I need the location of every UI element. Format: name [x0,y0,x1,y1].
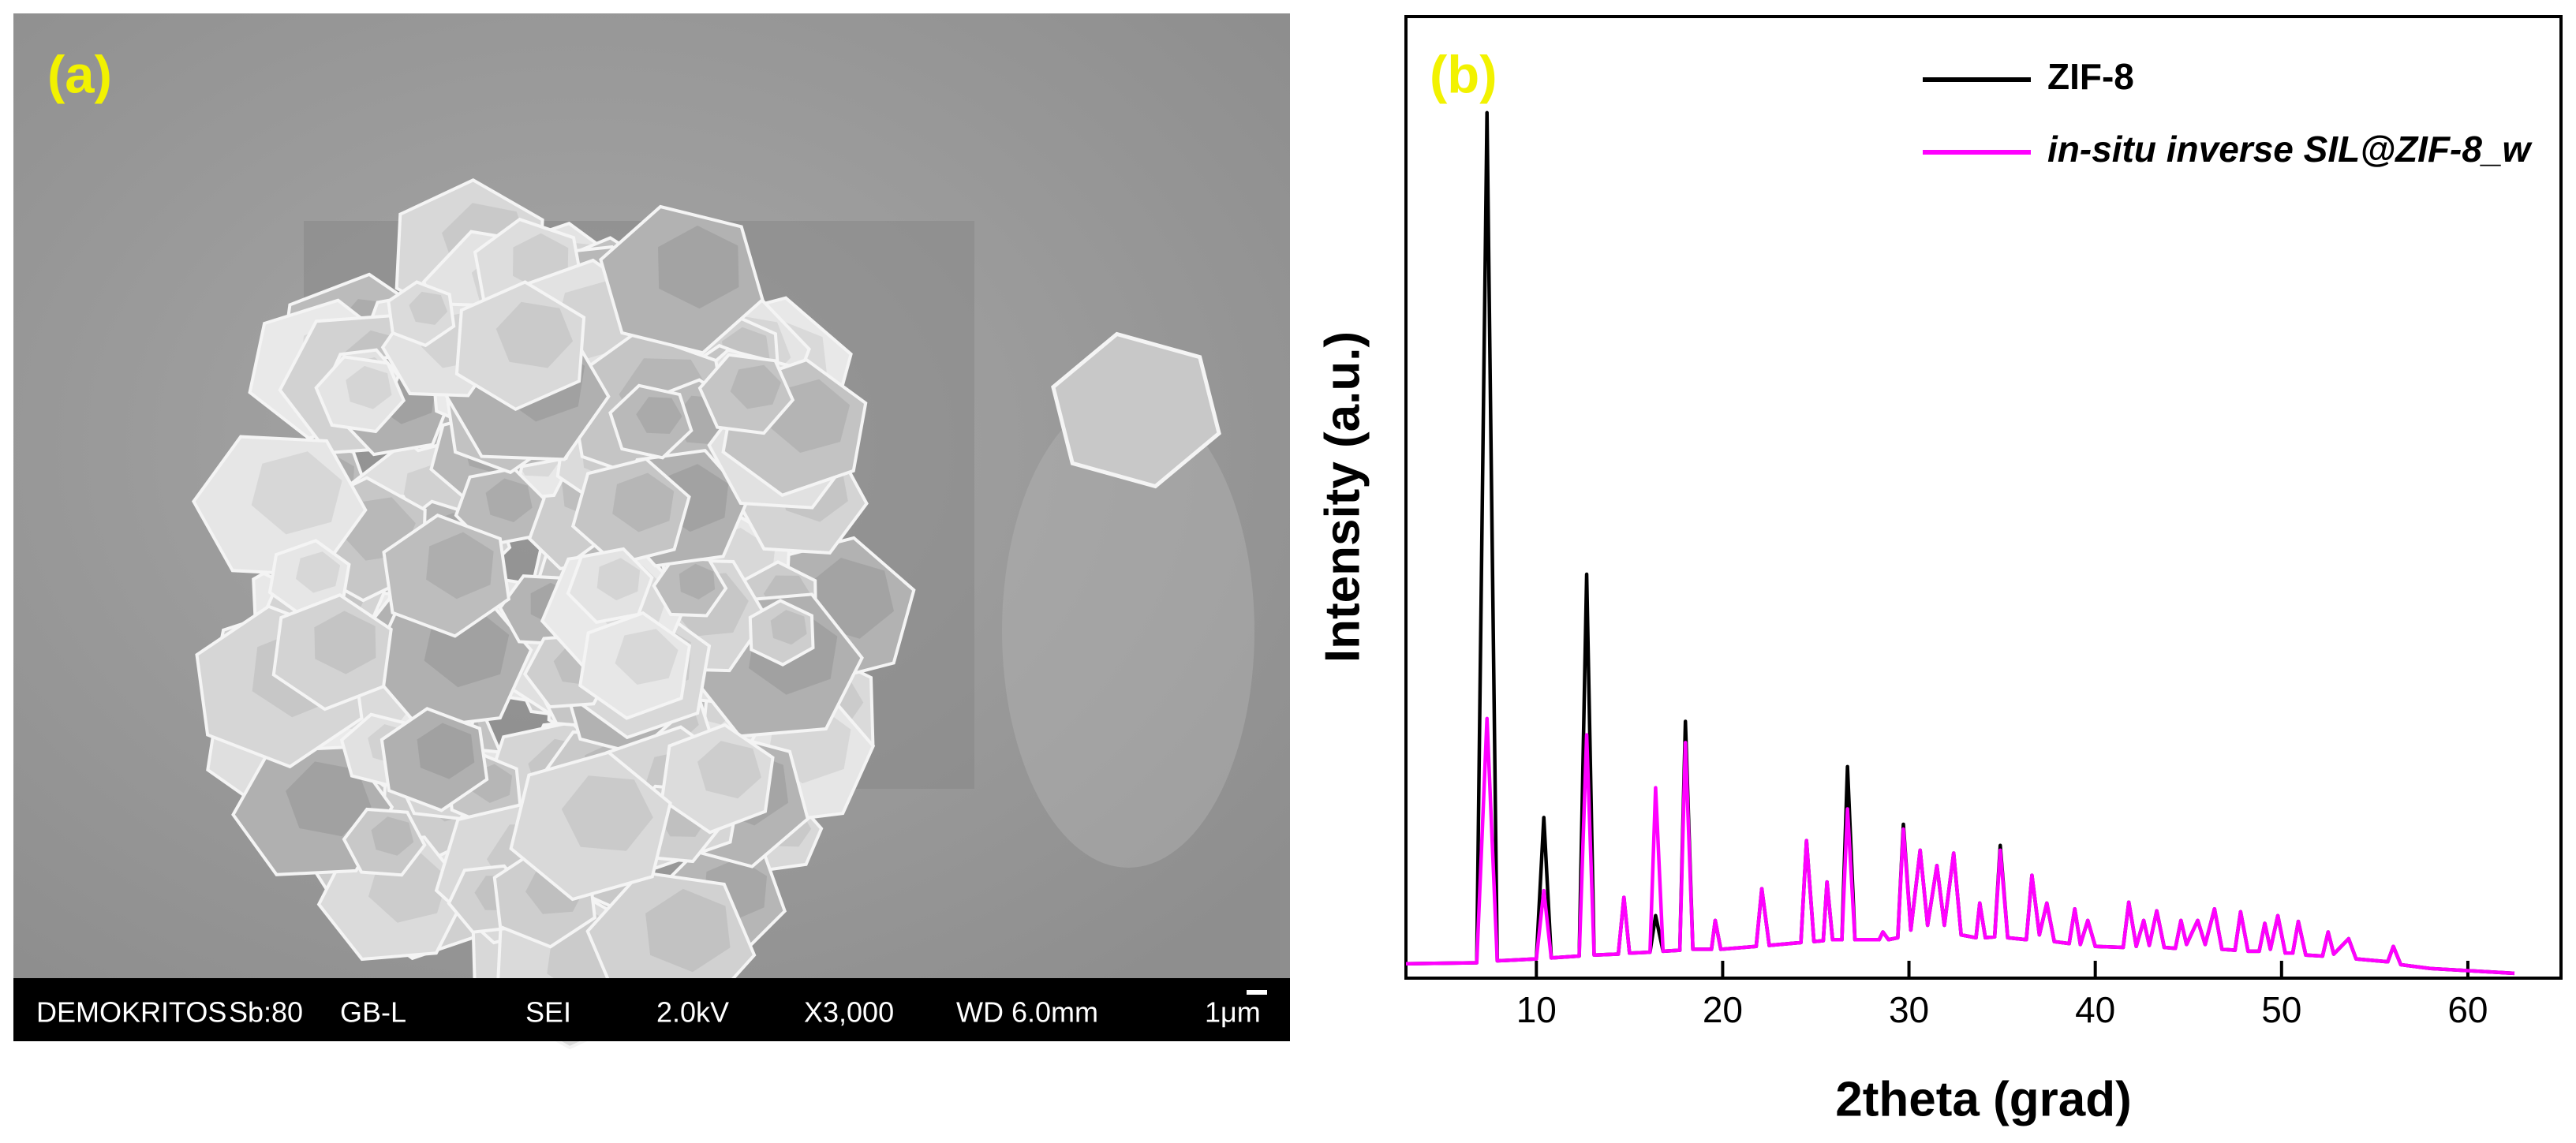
info-text: WD 6.0mm [956,996,1098,1029]
info-text: SEI [525,996,571,1029]
series-line [1405,716,2515,976]
info-bar [13,978,1290,1041]
info-text: X3,000 [804,996,894,1029]
panel-label: (a) [47,46,112,105]
crystal-facet [645,888,731,973]
y-axis-title: Intensity (a.u.) [1315,331,1370,663]
info-text: 1μm [1205,996,1261,1029]
crystal-facet [612,473,675,532]
crystal-facet [730,364,781,409]
x-tick-label: 30 [1889,989,1929,1030]
crystal-facet [251,451,342,535]
xrd-chart: 10 20 30 40 50 60 2theta (grad) Intensity (a.u.… [1315,15,2563,1126]
sem-image: (a) DEMOKRITOS Sb:80 GB-L SEI 2.0kV X3,000 WD … [13,13,1290,1050]
crystal-facet [371,816,414,856]
info-text: GB-L [340,996,406,1029]
crystal-facet [770,610,807,645]
crystal-facet [426,532,494,600]
sem-debris [1002,394,1254,868]
plot-frame [1404,15,2563,980]
crystal-facet [286,761,372,837]
crystal-facet [314,611,376,674]
legend-label: in-situ inverse SIL@ZIF-8_w [2047,129,2533,170]
crystal-facet [596,558,641,600]
crystal-facet [658,226,739,309]
crystal-facet [346,365,392,409]
x-tick-label: 60 [2447,989,2488,1030]
legend-label: ZIF-8 [2047,56,2134,97]
x-tick-label: 50 [2261,989,2301,1030]
crystal-facet [697,741,761,799]
panel-label: (b) [1430,46,1497,105]
crystal-facet [417,723,475,779]
x-axis-title: 2theta (grad) [1835,1072,2131,1126]
x-tick-label: 20 [1703,989,1743,1030]
crystal-cluster [192,178,1221,1050]
crystal [1051,331,1221,489]
crystal-facet [636,397,682,434]
series-line [1405,110,2515,976]
crystal-facet [679,563,716,600]
crystal-facet [561,775,653,851]
crystal-facet [409,291,448,325]
crystal-facet [295,551,341,593]
info-text: 2.0kV [656,996,729,1029]
crystal-facet [485,478,533,522]
crystal-facet [495,301,574,368]
x-tick-label: 40 [2075,989,2115,1030]
crystal-facet [615,629,679,685]
info-text: Sb:80 [229,996,303,1029]
info-text: DEMOKRITOS [36,996,226,1029]
x-tick-label: 10 [1516,989,1557,1030]
